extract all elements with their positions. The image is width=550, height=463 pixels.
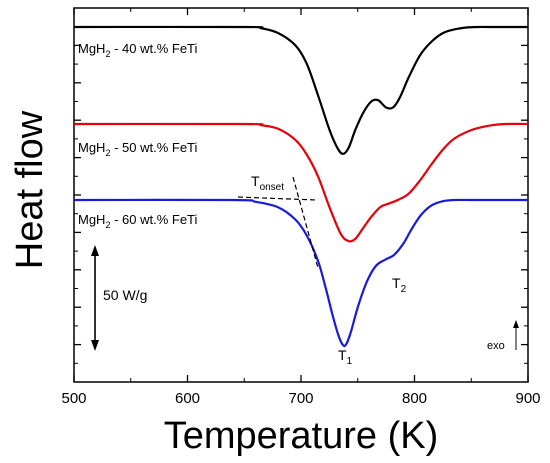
series-label-2-main: MgH [78, 140, 105, 155]
series-label-2: MgH2 - 50 wt.% FeTi [78, 140, 198, 158]
x-tick-label-900: 900 [515, 390, 540, 407]
plot-frame [73, 7, 529, 383]
y-axis-ticks [74, 26, 528, 364]
t1-label: T1 [338, 347, 353, 367]
series-label-3-main: MgH [78, 212, 105, 227]
scale-bar-label: 50 W/g [103, 287, 147, 303]
y-axis-title: Heat flow [9, 110, 51, 269]
x-tick-label-800: 800 [402, 390, 427, 407]
series-label-3: MgH2 - 60 wt.% FeTi [78, 212, 198, 230]
onset-construction: Tonset [237, 173, 319, 269]
series-layer [73, 25, 529, 348]
series-label-1: MgH2 - 40 wt.% FeTi [78, 41, 198, 59]
t2-label: T2 [392, 275, 407, 295]
t2-main: T [392, 275, 401, 291]
x-tick-label-500: 500 [61, 390, 86, 407]
series-label-1-main: MgH [78, 41, 105, 56]
series-label-3-sub: 2 [105, 220, 110, 230]
series-line-3 [73, 198, 528, 348]
series-label-2-rest: - 50 wt.% FeTi [110, 140, 197, 155]
exo-label: exo [487, 340, 505, 352]
x-tick-label-700: 700 [288, 390, 313, 407]
onset-baseline-extrapolation [237, 196, 317, 201]
x-axis-title: Temperature (K) [164, 415, 439, 457]
series-line-2 [73, 122, 529, 243]
t-onset-main: T [251, 173, 260, 189]
x-tick-label-600: 600 [175, 390, 200, 407]
t-onset-sub: onset [260, 182, 285, 193]
axis-frame [73, 7, 529, 383]
series-label-1-sub: 2 [105, 49, 110, 59]
t2-sub: 2 [401, 284, 407, 295]
series-label-1-rest: - 40 wt.% FeTi [110, 41, 197, 56]
scale-bar: 50 W/g [91, 245, 147, 351]
t1-sub: 1 [347, 356, 353, 367]
series-line-1 [73, 25, 528, 155]
x-axis-ticks: 500 600 700 800 900 [61, 8, 541, 407]
series-label-2-sub: 2 [105, 148, 110, 158]
exo-arrow-head [513, 320, 519, 328]
t-onset-label: Tonset [251, 173, 284, 193]
scale-bar-arrow-down [91, 340, 99, 351]
scale-bar-arrow-up [91, 245, 99, 256]
exo-indicator: exo [487, 320, 519, 352]
series-label-3-rest: - 60 wt.% FeTi [110, 212, 197, 227]
t1-main: T [338, 347, 347, 363]
